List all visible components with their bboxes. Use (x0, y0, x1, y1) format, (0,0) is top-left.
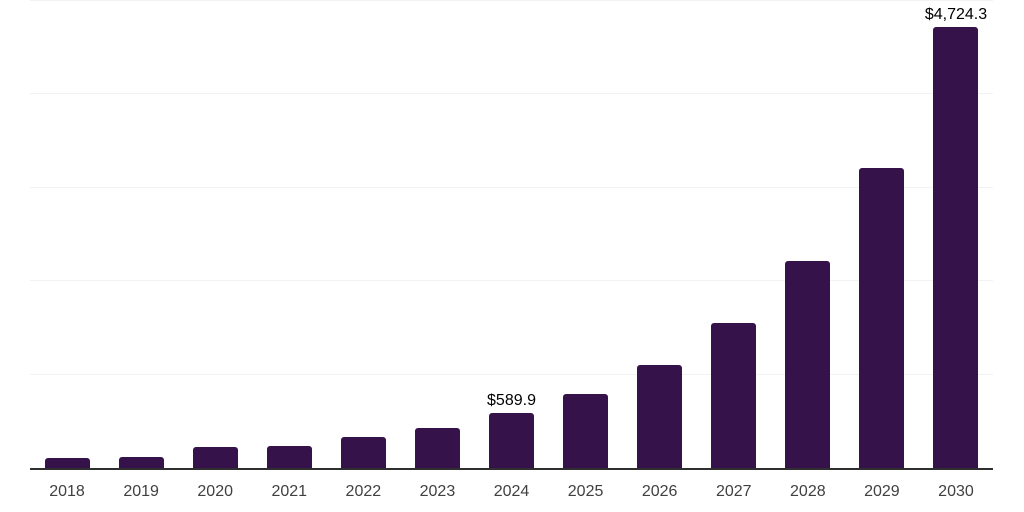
bar-group-2021 (252, 1, 326, 468)
gridline-2000 (30, 280, 993, 282)
x-axis: 2018 2019 2020 2021 2022 2023 2024 2025 2026 2027… (30, 483, 993, 501)
bar-group-2022 (326, 1, 400, 468)
x-tick-2022: 2022 (345, 483, 382, 500)
bar-group-2024: $589.9 (474, 1, 548, 468)
x-tick-2018: 2018 (49, 483, 85, 500)
bar-group-2023 (400, 1, 474, 468)
data-label-2024: $589.9 (487, 392, 536, 410)
bar-chart: $589.9 $4,724.3 2018 2019 2020 2021 2022 2023 2… (30, 0, 993, 501)
bar-2026 (637, 365, 683, 468)
x-tick-2030: 2030 (938, 483, 974, 500)
bar-group-2029 (845, 1, 919, 468)
x-tick-2028: 2028 (790, 483, 826, 500)
x-tick-2023: 2023 (419, 483, 456, 500)
bar-2018 (44, 458, 90, 468)
bar-2022 (340, 437, 386, 468)
bar-group-2030: $4,724.3 (919, 1, 993, 468)
data-label-2030: $4,724.3 (924, 6, 988, 24)
bar-group-2027 (697, 1, 771, 468)
bar-2025 (563, 394, 609, 468)
plot-area: $589.9 $4,724.3 (30, 0, 993, 470)
gridline-3000 (30, 186, 993, 188)
bar-group-2028 (771, 1, 845, 468)
gridline-5000 (30, 0, 993, 1)
bar-group-2026 (623, 1, 697, 468)
gridline-4000 (30, 93, 993, 95)
x-tick-2019: 2019 (123, 483, 159, 500)
bar-group-2020 (178, 1, 252, 468)
x-tick-2025: 2025 (567, 483, 604, 500)
x-tick-2027: 2027 (715, 483, 752, 500)
bar-2028 (785, 260, 831, 468)
bar-group-2019 (104, 1, 178, 468)
bar-2021 (266, 445, 312, 468)
x-tick-2024: 2024 (493, 483, 530, 500)
bar-2030 (933, 26, 979, 468)
bar-2020 (192, 447, 238, 468)
bar-group-2018 (30, 1, 104, 468)
bar-2029 (859, 168, 905, 468)
x-tick-2029: 2029 (864, 483, 900, 500)
x-tick-2021: 2021 (271, 483, 308, 500)
bar-2024 (489, 412, 534, 468)
bar-2027 (711, 323, 757, 468)
bar-2019 (118, 457, 164, 468)
x-tick-2020: 2020 (197, 483, 233, 500)
x-tick-2026: 2026 (641, 483, 678, 500)
bar-group-2025 (549, 1, 623, 468)
bar-series: $589.9 $4,724.3 (30, 1, 993, 468)
gridline-1000 (30, 373, 993, 375)
bar-2023 (414, 427, 460, 468)
